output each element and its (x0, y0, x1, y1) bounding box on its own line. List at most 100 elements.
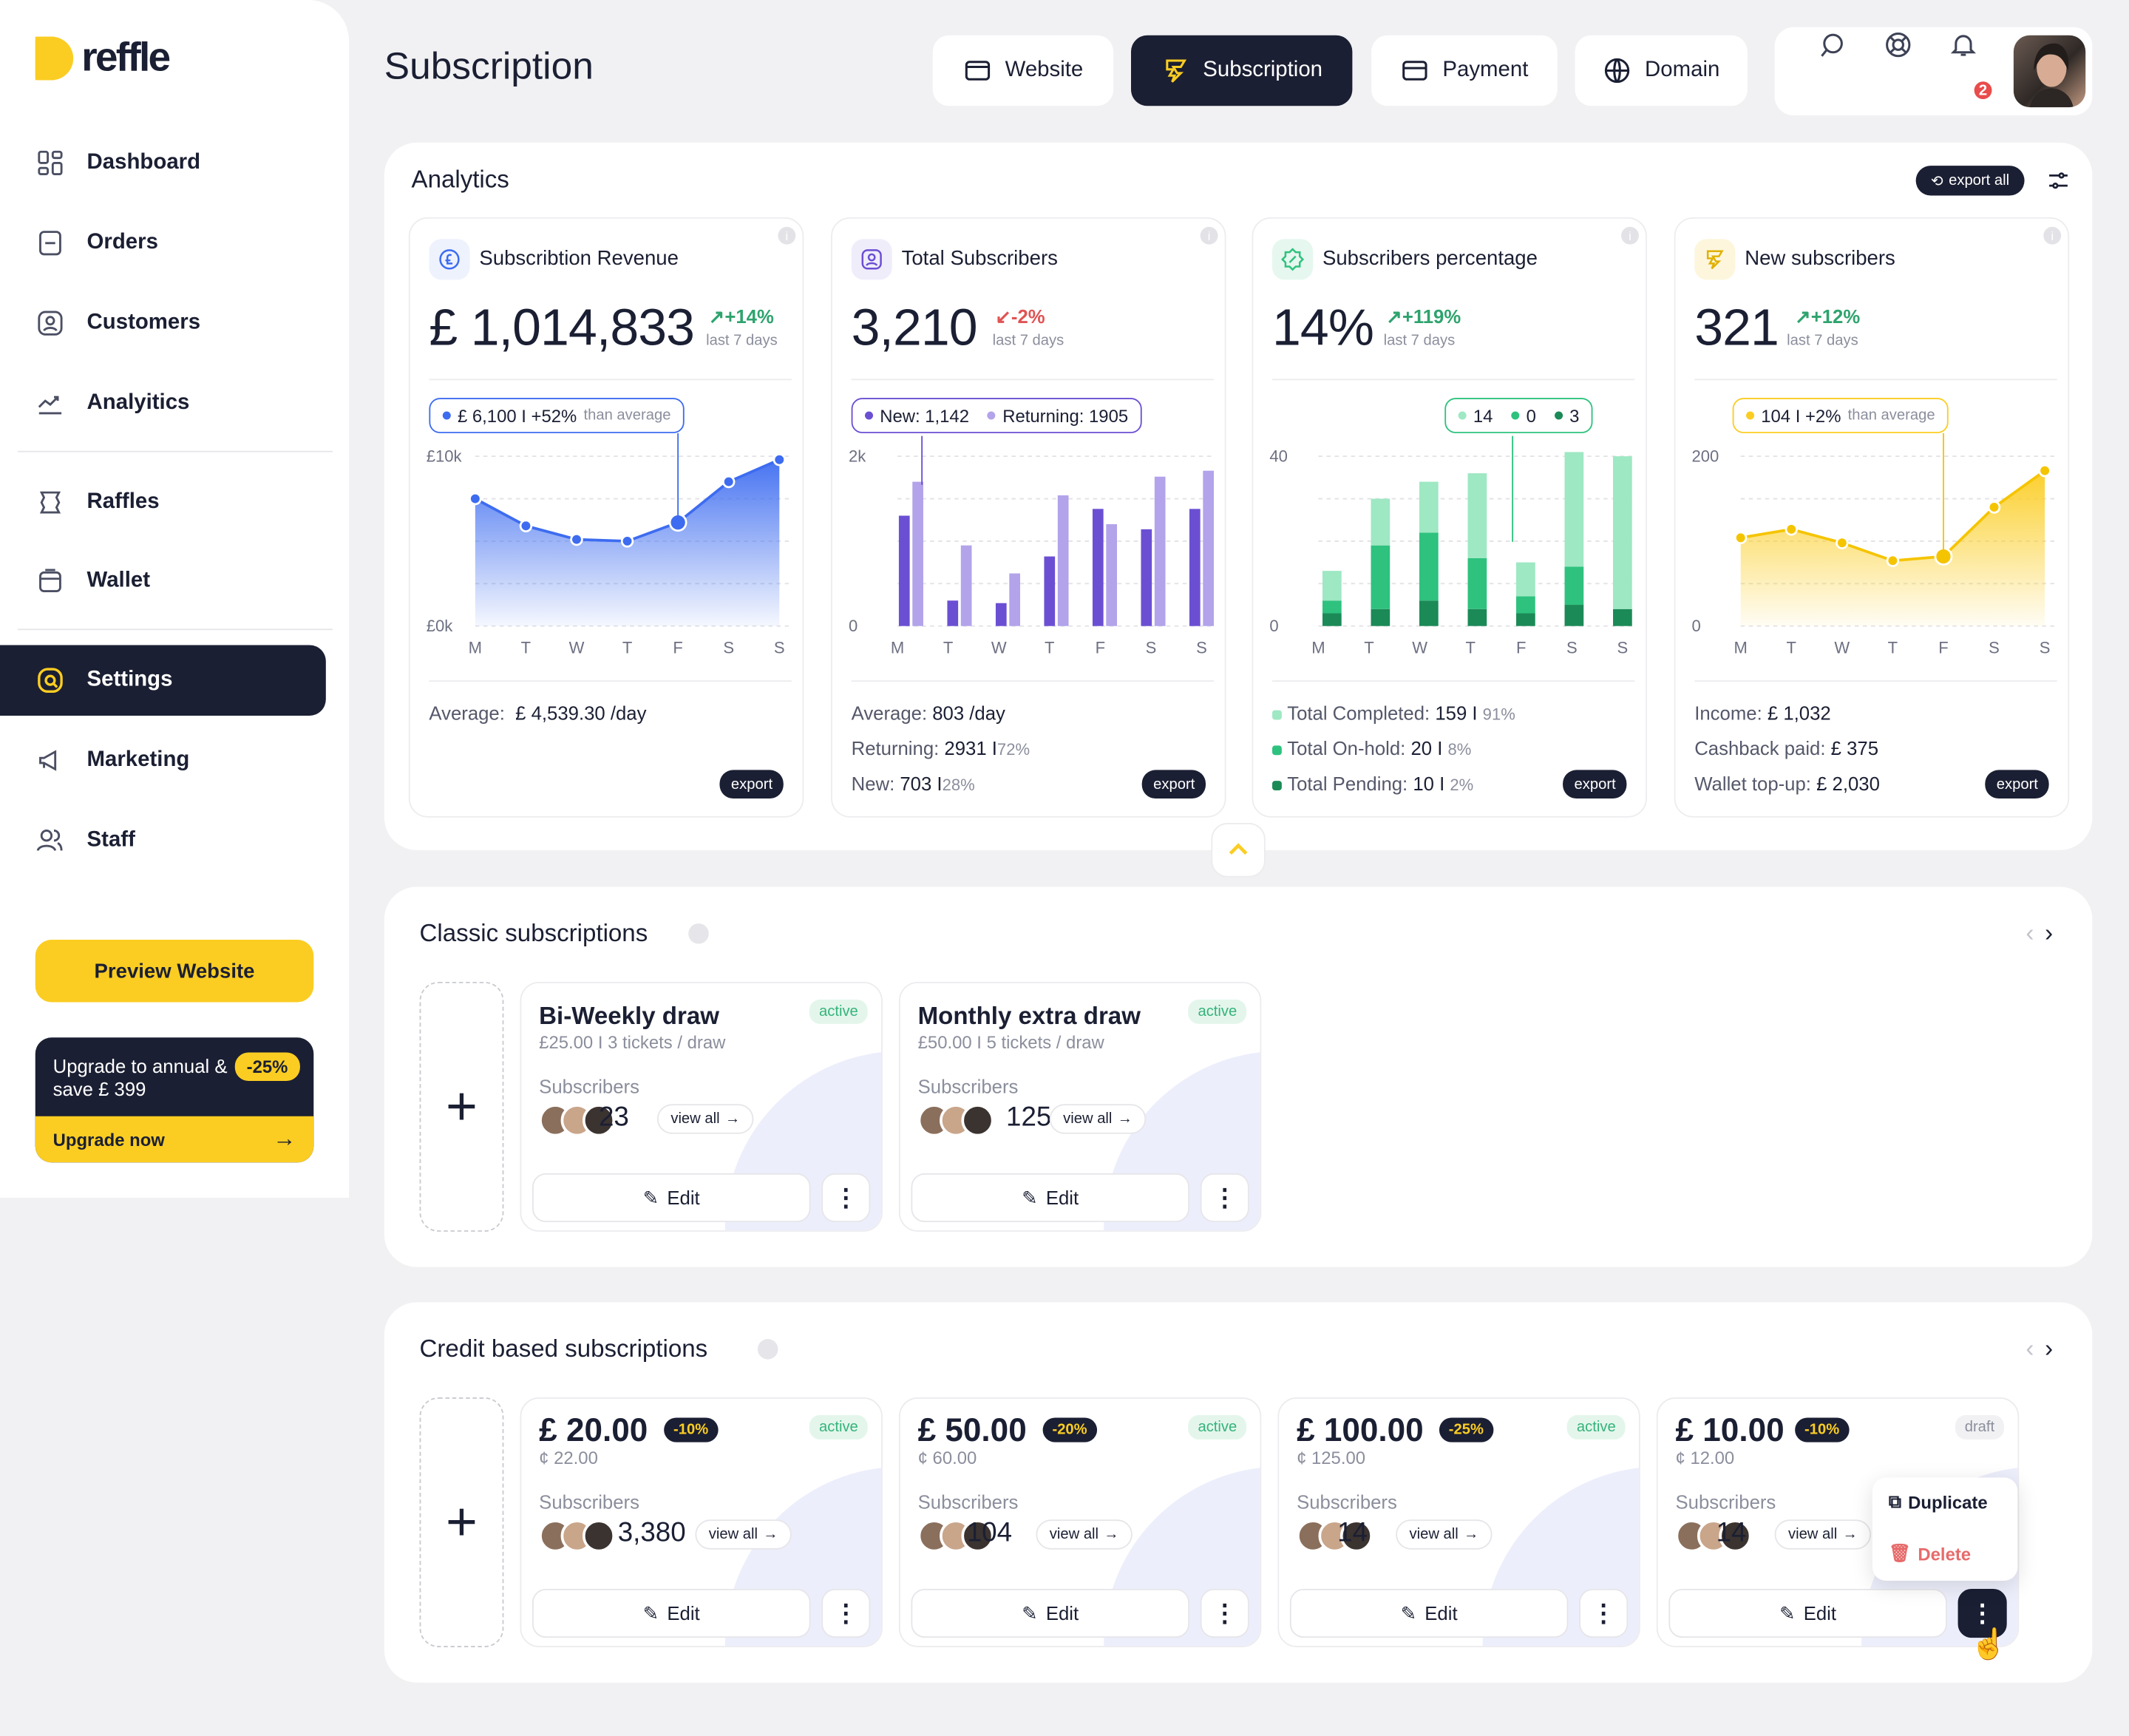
more-options-button[interactable]: ⋮ (1200, 1588, 1249, 1638)
info-icon[interactable]: i (1621, 226, 1639, 245)
x-tick-label: W (569, 638, 585, 657)
tab-domain[interactable]: Domain (1575, 35, 1748, 106)
status-badge: draft (1955, 1414, 2005, 1440)
delete-menu-item[interactable]: 🗑 Delete (1889, 1543, 1971, 1564)
view-all-button[interactable]: view all → (695, 1519, 792, 1550)
filter-icon[interactable] (2046, 169, 2071, 193)
duplicate-menu-item[interactable]: ⧉ Duplicate (1889, 1491, 1988, 1513)
card-title: Subscribtion Revenue (479, 247, 679, 271)
add-classic-button[interactable]: + (419, 981, 504, 1232)
preview-website-button[interactable]: Preview Website (35, 940, 314, 1003)
export-button[interactable]: export (720, 770, 784, 799)
user-avatar[interactable] (2013, 35, 2086, 108)
nav-staff[interactable]: Staff (35, 824, 135, 857)
support-icon[interactable] (1884, 30, 1913, 59)
tab-subscription[interactable]: Subscription (1130, 35, 1353, 106)
export-all-button[interactable]: ⟲ export all (1915, 166, 2025, 196)
nav-orders-label: Orders (86, 231, 158, 254)
more-options-button[interactable]: ⋮ (1200, 1173, 1249, 1223)
subscriber-avatar[interactable] (582, 1519, 616, 1553)
data-point (2038, 464, 2051, 478)
edit-button[interactable]: ✎ Edit (532, 1588, 811, 1638)
data-point (1734, 531, 1748, 545)
info-icon[interactable]: i (778, 226, 796, 245)
bar (1371, 608, 1391, 626)
edit-button[interactable]: ✎ Edit (1289, 1588, 1569, 1638)
bar (960, 545, 972, 626)
view-all-label: view all (1049, 1526, 1099, 1543)
collapse-button[interactable] (1211, 823, 1266, 878)
edit-label: Edit (667, 1187, 700, 1209)
tab-payment[interactable]: Payment (1371, 35, 1558, 106)
copy-icon: ⧉ (1888, 1491, 1901, 1512)
info-icon[interactable] (688, 923, 709, 944)
tooltip-value: 104 I +2% (1761, 405, 1841, 426)
card-value: 14% (1272, 299, 1374, 358)
subscriber-avatar[interactable] (961, 1519, 994, 1553)
nav-orders[interactable]: Orders (35, 227, 158, 260)
new-subscribers-area-chart: 200 0 M T W T F S S (1692, 433, 2056, 657)
nav-raffles[interactable]: Raffles (35, 486, 160, 519)
more-options-button[interactable]: ⋮ (1957, 1588, 2007, 1638)
nav-dashboard[interactable]: Dashboard (35, 146, 200, 179)
subscription-name: Monthly extra draw (917, 1002, 1141, 1030)
nav-customers[interactable]: Customers (35, 307, 200, 339)
view-all-button[interactable]: view all → (1396, 1519, 1493, 1550)
view-all-button[interactable]: view all → (1049, 1104, 1147, 1134)
x-tick-label: S (723, 638, 734, 657)
y-tick-label: 40 (1269, 447, 1288, 465)
new-subscribers-card: New subscribers i 321 ↗+12% last 7 days … (1674, 217, 2070, 818)
x-tick-label: S (1617, 638, 1629, 657)
classic-pager: ‹ › (2026, 919, 2053, 948)
export-button[interactable]: export (1142, 770, 1206, 799)
more-options-button[interactable]: ⋮ (821, 1173, 871, 1223)
nav-settings-label: Settings (86, 668, 173, 691)
legend-returning: Returning: 1905 (1002, 405, 1129, 426)
add-credit-button[interactable]: + (419, 1397, 504, 1647)
card-value: 3,210 (851, 299, 978, 358)
returning-stat: Returning: 2931 I72% (851, 737, 1030, 759)
export-all-label: export all (1949, 172, 2010, 189)
edit-button[interactable]: ✎ Edit (911, 1588, 1189, 1638)
bar (1564, 605, 1584, 626)
subscriber-avatar[interactable] (1719, 1519, 1752, 1553)
subscriber-avatar[interactable] (1339, 1519, 1373, 1553)
x-tick-label: M (1311, 638, 1325, 657)
chevron-left-icon[interactable]: ‹ (2026, 919, 2034, 947)
view-all-button[interactable]: view all → (656, 1104, 754, 1134)
subscriber-count: 3,380 (617, 1518, 686, 1548)
bar (1516, 596, 1535, 614)
info-icon[interactable]: i (2043, 226, 2062, 245)
bar (1516, 562, 1535, 597)
x-tick-label: W (1412, 638, 1427, 657)
edit-button[interactable]: ✎ Edit (532, 1173, 811, 1223)
chevron-right-icon[interactable]: › (2045, 919, 2054, 947)
more-options-button[interactable]: ⋮ (821, 1588, 871, 1638)
nav-settings[interactable]: Settings (0, 645, 326, 716)
brand-logo[interactable]: reffle (35, 35, 171, 81)
more-options-button[interactable]: ⋮ (1579, 1588, 1629, 1638)
nav-analytics[interactable]: Analyitics (35, 387, 190, 419)
data-point (1836, 536, 1849, 549)
export-button[interactable]: export (1563, 770, 1627, 799)
bar (1613, 608, 1632, 626)
nav-wallet[interactable]: Wallet (35, 565, 150, 597)
tab-website[interactable]: Website (932, 35, 1114, 106)
pending-stat: Total Pending: 10 I 2% (1272, 773, 1473, 794)
edit-button[interactable]: ✎ Edit (1668, 1588, 1947, 1638)
chevron-left-icon[interactable]: ‹ (2026, 1335, 2034, 1363)
upgrade-now-button[interactable]: Upgrade now → (35, 1116, 314, 1163)
info-icon[interactable]: i (1200, 226, 1218, 245)
edit-button[interactable]: ✎ Edit (911, 1173, 1189, 1223)
view-all-button[interactable]: view all → (1036, 1519, 1133, 1550)
subscriber-avatar[interactable] (961, 1104, 994, 1137)
info-icon[interactable] (757, 1339, 778, 1360)
chevron-right-icon[interactable]: › (2045, 1335, 2054, 1363)
nav-marketing[interactable]: Marketing (35, 745, 190, 777)
search-icon[interactable] (1818, 30, 1847, 59)
view-all-button[interactable]: view all → (1774, 1519, 1872, 1550)
export-button[interactable]: export (1986, 770, 2049, 799)
subscriber-avatar[interactable] (582, 1104, 616, 1137)
bell-icon[interactable] (1949, 30, 1978, 59)
subscription-card: £ 20.00 -10% ¢ 22.00 active Subscribers 3… (520, 1397, 883, 1647)
